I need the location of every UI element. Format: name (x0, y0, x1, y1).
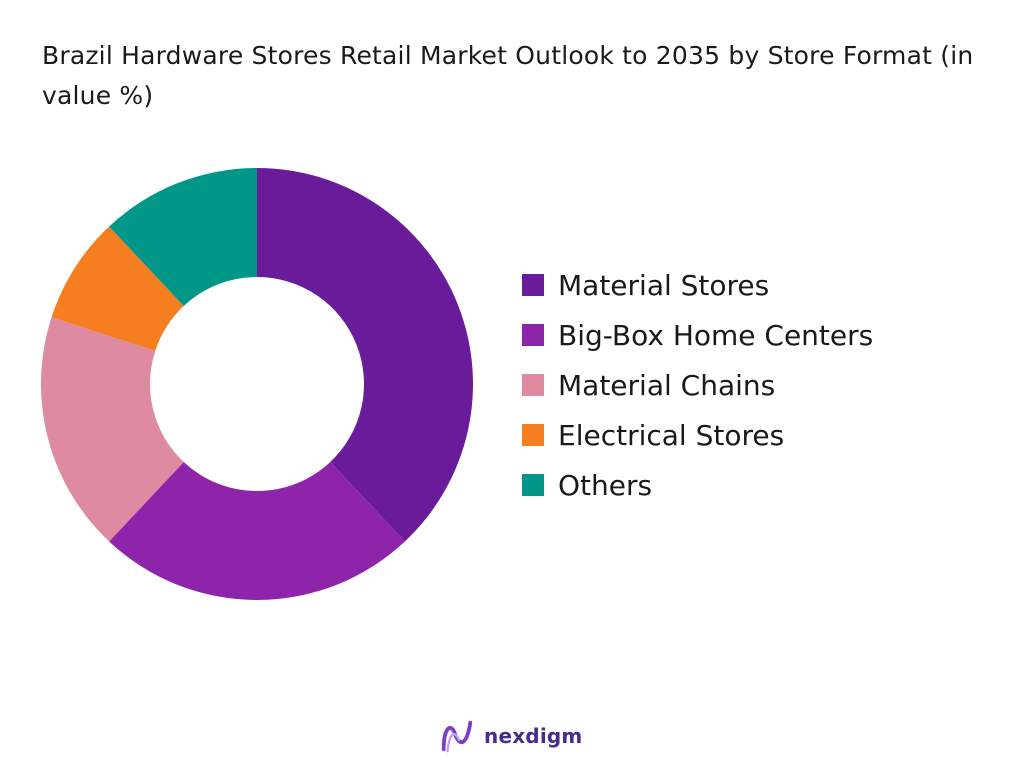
legend-item-others: Others (522, 460, 873, 510)
legend-label: Big-Box Home Centers (558, 318, 874, 352)
chart-legend: Material Stores Big-Box Home Centers Mater… (522, 260, 873, 510)
legend-label: Others (558, 468, 653, 502)
donut-slice-others (109, 168, 258, 307)
legend-swatch (522, 274, 544, 296)
donut-slice-electrical-stores (51, 226, 184, 351)
legend-swatch (522, 324, 544, 346)
brand-logo: nexdigm (438, 716, 582, 756)
legend-label: Electrical Stores (558, 418, 785, 452)
donut-slice-big-box-home-centers (109, 461, 405, 600)
donut-slice-material-stores (257, 168, 473, 542)
legend-swatch (522, 374, 544, 396)
legend-item-material-chains: Material Chains (522, 360, 873, 410)
donut-chart (41, 168, 473, 600)
nexdigm-logo-icon (441, 720, 473, 753)
legend-item-material-stores: Material Stores (522, 260, 873, 310)
legend-item-big-box-home-centers: Big-Box Home Centers (522, 310, 873, 360)
donut-slice-material-chains (41, 317, 184, 542)
chart-title: Brazil Hardware Stores Retail Market Out… (42, 41, 974, 110)
legend-item-electrical-stores: Electrical Stores (522, 410, 873, 460)
legend-swatch (522, 424, 544, 446)
legend-swatch (522, 474, 544, 496)
legend-label: Material Stores (558, 268, 770, 302)
legend-label: Material Chains (558, 368, 776, 402)
brand-name: nexdigm (484, 724, 583, 748)
